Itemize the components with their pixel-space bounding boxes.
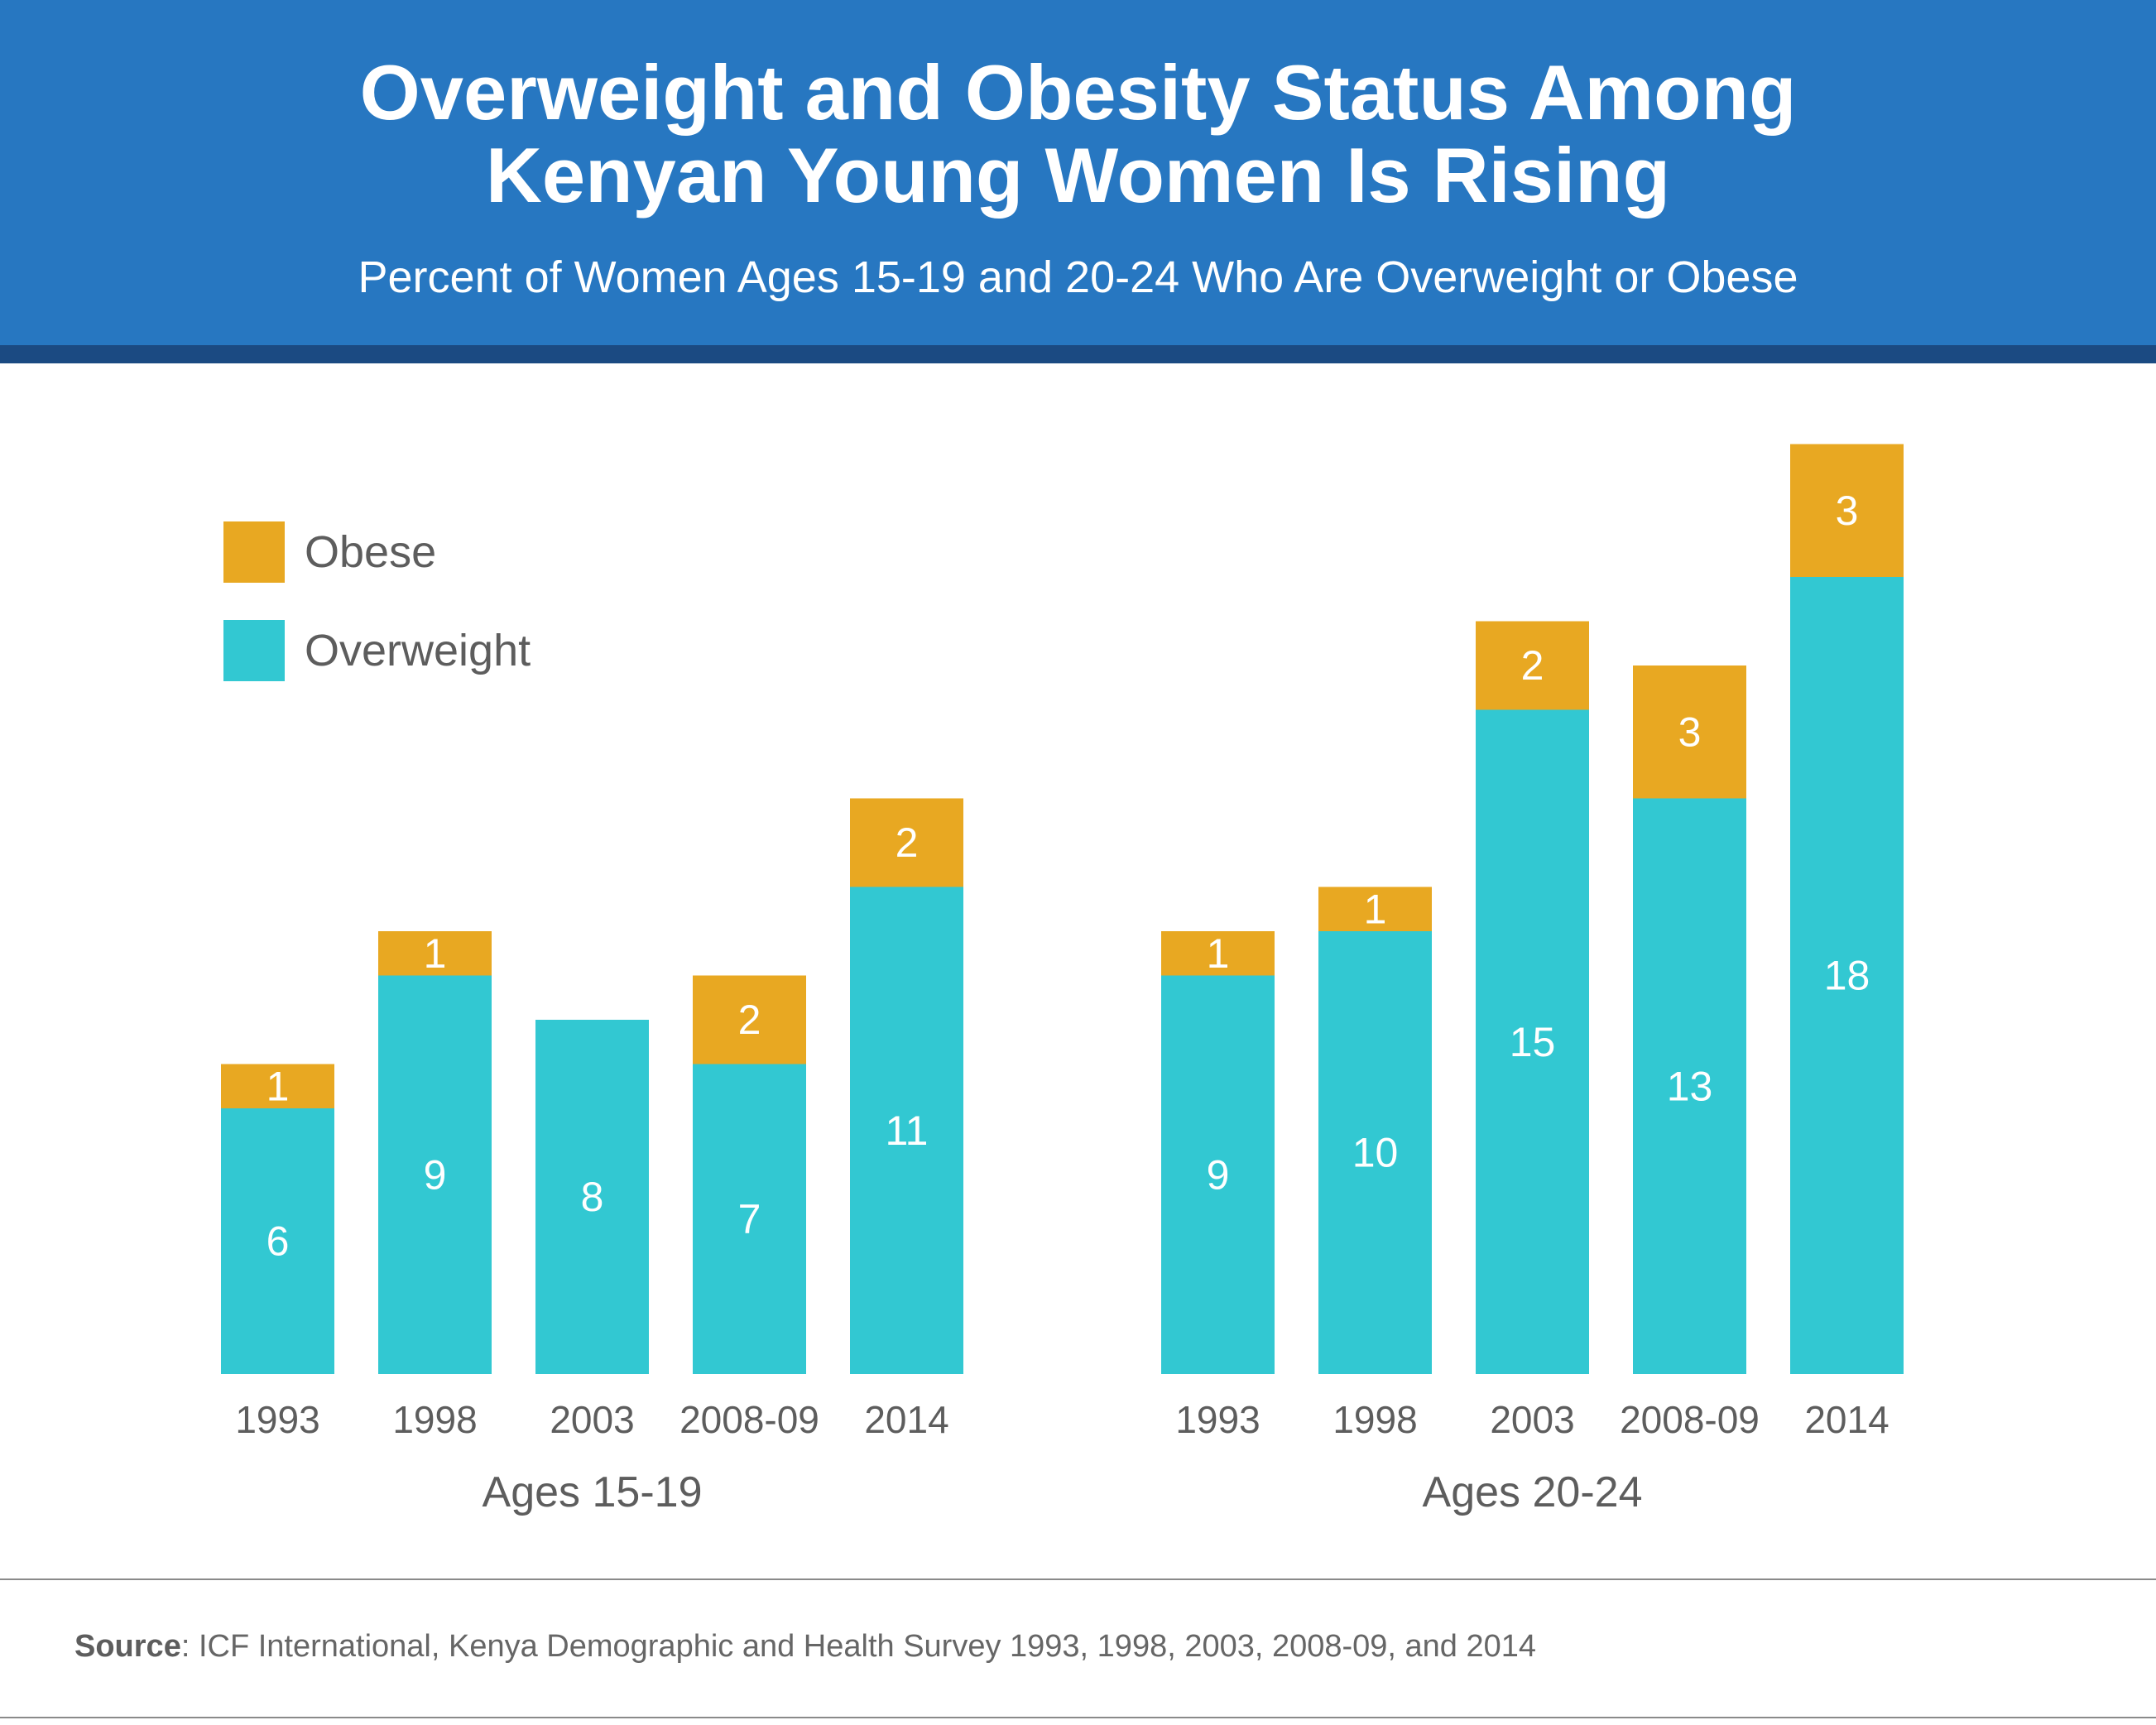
bar-obese-g2-2003 <box>1476 621 1589 710</box>
bar-label-overweight-g2-1993: 9 <box>1207 1151 1230 1198</box>
header-banner <box>0 0 2156 345</box>
bar-label-overweight-g1-1998: 9 <box>424 1151 447 1198</box>
legend-label-obese: Obese <box>305 527 437 577</box>
header-stripe <box>0 345 2156 363</box>
bar-overweight-g1-2003 <box>535 1020 649 1374</box>
x-tick-label-g1-2008-09: 2008-09 <box>679 1398 819 1441</box>
bar-obese-g2-2014 <box>1790 444 1904 577</box>
bar-overweight-g1-2014 <box>850 887 963 1374</box>
bar-overweight-g1-1993 <box>221 1108 334 1374</box>
bar-obese-g2-1998 <box>1318 887 1432 931</box>
x-tick-label-g1-1998: 1998 <box>392 1398 477 1441</box>
x-tick-label-g2-1993: 1993 <box>1175 1398 1260 1441</box>
x-tick-label-g1-2003: 2003 <box>550 1398 634 1441</box>
bar-label-overweight-g1-1993: 6 <box>266 1218 290 1265</box>
x-tick-label-g2-2003: 2003 <box>1490 1398 1574 1441</box>
footer-divider-bottom <box>0 1717 2156 1718</box>
chart-title-line-2: Kenyan Young Women Is Rising <box>485 132 1671 219</box>
x-tick-label-g2-2008-09: 2008-09 <box>1620 1398 1760 1441</box>
chart-subtitle: Percent of Women Ages 15-19 and 20-24 Wh… <box>358 252 1798 302</box>
footer-divider-top <box>0 1578 2156 1580</box>
bar-overweight-g2-2008-09 <box>1633 798 1746 1374</box>
bar-obese-g1-1993 <box>221 1064 334 1108</box>
bar-label-obese-g2-2008-09: 3 <box>1678 709 1702 755</box>
x-tick-label-g2-2014: 2014 <box>1804 1398 1889 1441</box>
bar-label-obese-g1-1998: 1 <box>424 930 447 977</box>
bar-label-obese-g1-2014: 2 <box>896 819 919 866</box>
bar-obese-g2-1993 <box>1161 931 1275 976</box>
bar-obese-g1-1998 <box>378 931 492 976</box>
x-tick-label-g1-2014: 2014 <box>864 1398 948 1441</box>
x-tick-label-g2-1998: 1998 <box>1332 1398 1417 1441</box>
legend-swatch-overweight <box>223 620 285 681</box>
bar-obese-g1-2014 <box>850 798 963 887</box>
bar-label-obese-g1-2008-09: 2 <box>738 997 761 1043</box>
group-label-2: Ages 20-24 <box>1423 1468 1643 1516</box>
bar-obese-g2-2008-09 <box>1633 665 1746 799</box>
bar-overweight-g2-2003 <box>1476 709 1589 1374</box>
bar-label-obese-g2-2014: 3 <box>1836 488 1859 534</box>
bar-label-obese-g1-1993: 1 <box>266 1063 290 1109</box>
bar-label-overweight-g2-2008-09: 13 <box>1667 1063 1713 1109</box>
bar-label-overweight-g2-2014: 18 <box>1824 953 1870 999</box>
source-label: Source <box>74 1629 181 1664</box>
source-text: : ICF International, Kenya Demographic a… <box>180 1629 1537 1664</box>
x-tick-label-g1-1993: 1993 <box>235 1398 319 1441</box>
bar-label-overweight-g1-2003: 8 <box>581 1174 604 1220</box>
bar-label-obese-g2-2003: 2 <box>1521 642 1544 689</box>
bar-label-overweight-g2-2003: 15 <box>1510 1019 1556 1065</box>
bar-label-overweight-g1-2008-09: 7 <box>738 1196 761 1242</box>
bar-label-obese-g2-1993: 1 <box>1207 930 1230 977</box>
bar-label-obese-g2-1998: 1 <box>1364 886 1387 932</box>
group-label-1: Ages 15-19 <box>483 1468 703 1516</box>
bar-overweight-g1-2008-09 <box>693 1064 806 1374</box>
bar-overweight-g2-2014 <box>1790 577 1904 1374</box>
bar-obese-g1-2008-09 <box>693 975 806 1064</box>
bar-overweight-g2-1993 <box>1161 975 1275 1374</box>
bar-label-overweight-g1-2014: 11 <box>886 1108 929 1154</box>
bar-overweight-g1-1998 <box>378 975 492 1374</box>
source-note: Source: ICF International, Kenya Demogra… <box>74 1629 1536 1665</box>
legend-swatch-obese <box>223 521 285 583</box>
chart-title: Overweight and Obesity Status Among Keny… <box>0 51 2156 217</box>
legend-label-overweight: Overweight <box>305 626 531 675</box>
chart-title-line-1: Overweight and Obesity Status Among <box>359 49 1797 136</box>
bar-label-overweight-g2-1998: 10 <box>1352 1130 1399 1176</box>
bar-overweight-g2-1998 <box>1318 931 1432 1374</box>
